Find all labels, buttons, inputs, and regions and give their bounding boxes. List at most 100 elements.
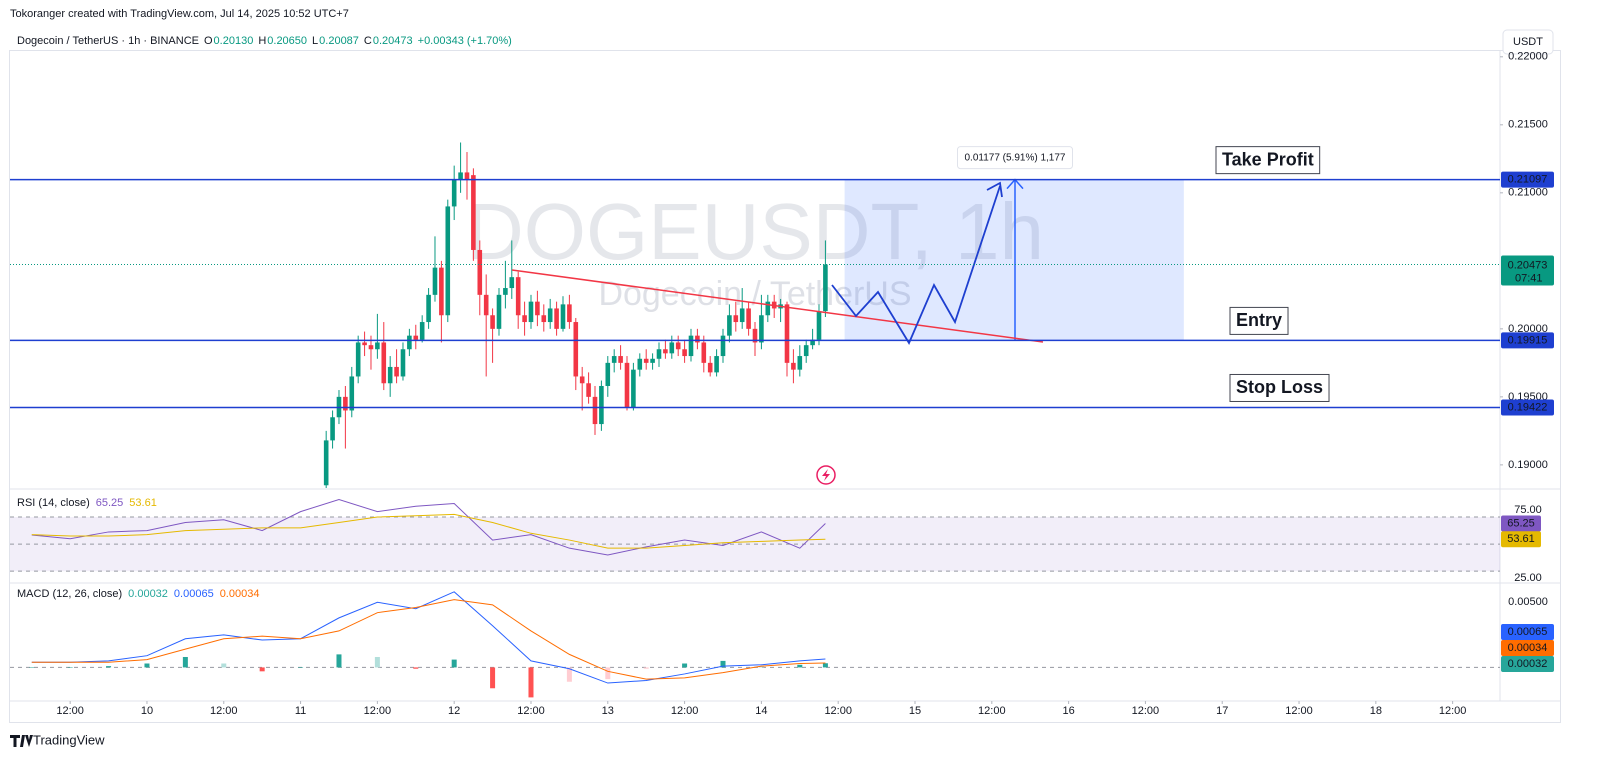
candle-body [323,440,329,486]
candle-body [496,294,502,329]
trendline [511,269,1044,343]
level-axis-box [1501,399,1554,416]
candle-body [477,249,483,295]
macd-legend: MACD (12, 26, close) 0.00032 0.00065 0.0003… [17,588,259,600]
x-tick-label: 18 [1370,705,1382,717]
candle-body [560,304,566,329]
candle-body [432,267,438,295]
rsi-legend-value: 53.61 [129,497,157,509]
macd-histogram-bar [682,663,688,668]
current-price-countdown: 07:41 [1515,272,1543,284]
candle-body [675,342,681,350]
macd-axis-box [1501,656,1554,672]
candle-body [541,315,547,323]
candle-body [368,345,374,350]
currency-label[interactable]: USDT [1513,36,1543,48]
projection-path [831,185,1001,345]
candle-body [515,277,521,316]
candle-body [739,308,745,323]
position-box [844,179,1184,341]
candle-body [816,311,822,340]
watermark: DOGEUSDT, 1h [466,187,1044,276]
level-name-box [1229,306,1289,335]
candle-body [458,172,463,180]
candle-body [624,362,630,408]
candle-body [759,315,764,343]
macd-histogram-bar [29,667,35,668]
level-name: Take Profit [1222,149,1314,169]
candle-body [528,301,534,323]
level-axis-label: 0.19422 [1508,401,1548,413]
candle-body [727,315,732,336]
candle-body [349,376,355,411]
rsi-legend-value: 65.25 [96,497,124,509]
x-tick-label: 12:00 [824,705,852,717]
candle-body [592,396,598,425]
level-name-box [1229,373,1330,402]
macd-legend-value: 0.00034 [220,588,260,600]
macd-legend-value: 0.00032 [128,588,168,600]
current-price-box [1501,255,1554,286]
candle-body [573,322,579,377]
macd-title: MACD (12, 26, close) [17,588,122,600]
current-price-label: 0.20473 [1508,259,1548,271]
rsi-tick-label: 25.00 [1514,572,1542,584]
candle-body [387,366,393,384]
legend-value: 0.20473 [373,35,413,47]
macd-histogram-bar [67,667,73,668]
x-tick-label: 14 [755,705,767,717]
candle-body [605,362,611,386]
currency-button[interactable] [1502,29,1554,55]
x-tick-label: 12:00 [210,705,238,717]
candle-body [631,369,636,408]
candle-body [426,294,431,323]
y-tick-label: 0.22000 [1508,51,1548,63]
level-axis-box [1501,171,1554,188]
x-tick-label: 13 [602,705,614,717]
candle-body [439,267,444,316]
candle-body [483,294,489,316]
candle-body [362,342,367,346]
candle-body [695,335,700,343]
legend-key: C [364,35,372,47]
macd-line [31,591,826,684]
footer: TradingView [33,732,105,747]
candle-body [445,206,451,316]
candle-body [663,349,668,354]
macd-histogram-bar [259,667,265,672]
y-tick-label: 0.20000 [1508,323,1548,335]
candle-body [522,315,527,323]
x-tick-label: 12:00 [1132,705,1160,717]
rsi-title: RSI (14, close) [17,497,90,509]
y-tick-label: 0.19000 [1508,459,1548,471]
macd-axis-label: 0.00034 [1508,642,1548,654]
level-name: Stop Loss [1236,377,1323,397]
candle-body [394,366,399,377]
position-layer [844,178,1184,341]
candle-body [586,383,591,397]
candle-body [701,342,707,363]
tradingview-logo [10,735,33,747]
x-tick-label: 12:00 [978,705,1006,717]
candle-body [407,335,412,350]
macd-histogram-bar [797,664,803,668]
candle-body [707,362,713,373]
candle-body [419,322,425,340]
level-axis-label: 0.19915 [1508,334,1548,346]
macd-histogram-bar [528,667,534,698]
candle-body [746,308,751,329]
x-tick-label: 15 [909,705,921,717]
macd-axis-label: 0.00032 [1508,658,1548,670]
legend-key: L [312,35,318,47]
candle-body [599,385,604,425]
candle-body [791,362,796,370]
level-axis-box [1501,332,1554,349]
candle-body [611,356,617,363]
candle-body [784,304,790,363]
candle-body [714,356,719,373]
event-icon-bolt[interactable] [822,469,830,481]
candle-body [509,277,515,289]
level-axis-label: 0.21097 [1508,174,1548,186]
